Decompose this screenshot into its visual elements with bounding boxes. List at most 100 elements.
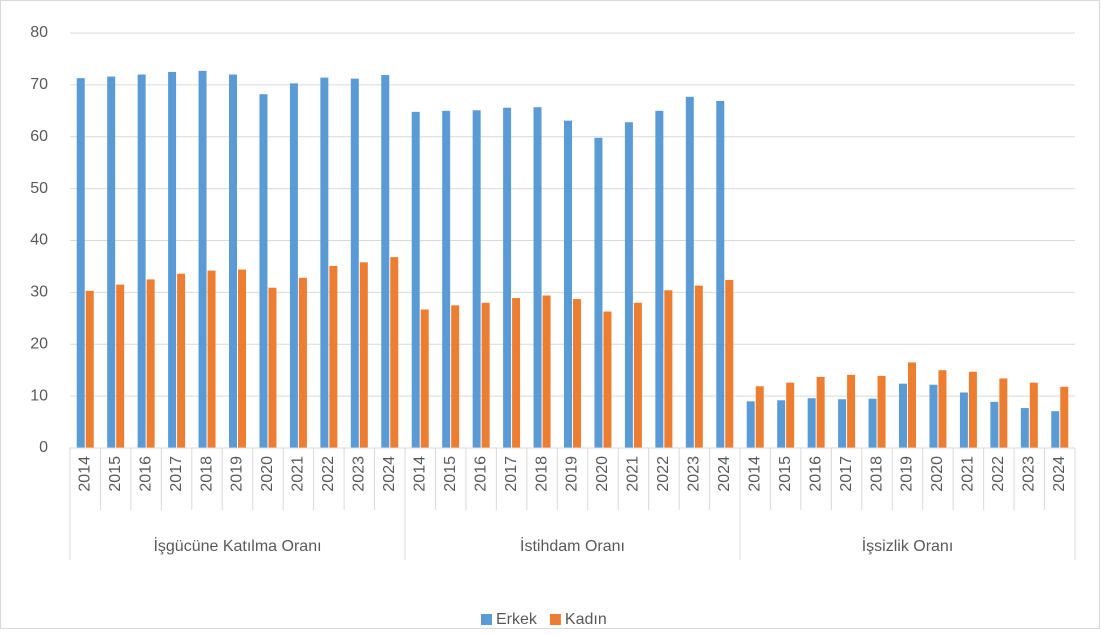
x-tick-label: 2018 <box>533 456 550 492</box>
bar <box>350 78 359 449</box>
bar <box>146 279 155 448</box>
bar <box>899 383 907 448</box>
x-tick-label: 2016 <box>472 456 489 492</box>
legend-label: Erkek <box>496 611 538 628</box>
group-label: İstihdam Oranı <box>520 536 625 555</box>
x-tick-label: 2014 <box>746 456 763 492</box>
legend-label: Kadın <box>565 611 607 628</box>
x-tick-label: 2022 <box>990 456 1007 492</box>
x-tick-label: 2015 <box>777 456 794 492</box>
x-tick-label: 2016 <box>137 456 154 492</box>
x-tick-label: 2024 <box>1051 456 1068 492</box>
x-tick-label: 2014 <box>76 456 93 492</box>
bar <box>481 302 490 448</box>
bar <box>168 71 177 448</box>
bar <box>694 285 703 448</box>
x-tick-label: 2022 <box>655 456 672 492</box>
bar <box>816 376 825 448</box>
x-tick-label: 2019 <box>564 456 581 492</box>
bar <box>633 302 642 448</box>
bar <box>390 257 399 448</box>
bar <box>838 399 847 448</box>
bar <box>503 107 512 448</box>
bar <box>320 77 329 449</box>
bar <box>472 110 481 448</box>
bar <box>999 378 1008 448</box>
x-tick-label: 2020 <box>594 456 611 492</box>
bar <box>938 370 947 448</box>
x-tick-label: 2019 <box>229 456 246 492</box>
bar <box>777 400 786 448</box>
x-tick-label: 2021 <box>625 456 642 492</box>
bar <box>847 374 856 448</box>
bar <box>573 299 581 448</box>
bar <box>908 362 916 448</box>
bar <box>877 375 886 448</box>
x-tick-label: 2015 <box>107 456 124 492</box>
bar <box>512 298 521 448</box>
bar <box>411 111 420 448</box>
bar <box>85 290 94 448</box>
bar <box>442 110 451 448</box>
bar <box>542 295 551 448</box>
bar <box>603 311 612 448</box>
legend-swatch <box>481 614 492 625</box>
x-tick-label: 2024 <box>381 456 398 492</box>
bar <box>786 382 795 448</box>
bar <box>107 76 116 448</box>
bar <box>198 70 207 449</box>
legend-swatch <box>549 614 561 625</box>
bar <box>381 75 390 449</box>
bar <box>259 94 268 449</box>
x-tick-label: 2020 <box>929 456 946 492</box>
y-tick-label: 50 <box>30 180 48 197</box>
bar <box>1029 382 1038 448</box>
bar <box>298 277 307 448</box>
bar <box>289 83 298 448</box>
x-tick-label: 2023 <box>686 456 703 492</box>
y-tick-label: 70 <box>30 76 48 93</box>
x-tick-label: 2017 <box>168 456 185 492</box>
bar <box>655 110 664 448</box>
bar <box>238 269 246 448</box>
bar <box>716 100 725 449</box>
x-tick-label: 2018 <box>868 456 885 492</box>
bar <box>929 384 938 448</box>
bar <box>533 107 542 449</box>
x-tick-label: 2014 <box>411 456 428 492</box>
bar <box>116 284 125 448</box>
bar <box>725 279 734 448</box>
bar <box>329 265 338 448</box>
bar <box>137 74 146 448</box>
x-tick-label: 2023 <box>351 456 368 492</box>
x-tick-label: 2015 <box>442 456 459 492</box>
y-tick-label: 30 <box>30 284 48 301</box>
bar <box>746 401 755 448</box>
bar <box>207 270 216 448</box>
y-tick-label: 60 <box>30 128 48 145</box>
group-label: İşgücüne Katılma Oranı <box>153 536 321 555</box>
y-tick-label: 0 <box>39 439 48 456</box>
bar <box>685 96 694 449</box>
x-tick-label: 2024 <box>716 456 733 492</box>
y-tick-label: 10 <box>30 387 48 404</box>
x-tick-label: 2017 <box>503 456 520 492</box>
y-tick-label: 40 <box>30 232 48 249</box>
bar <box>968 371 977 448</box>
bar <box>177 273 186 448</box>
bar <box>959 392 968 448</box>
group-label: İşsizlik Oranı <box>862 536 954 555</box>
bar <box>664 290 673 448</box>
bar <box>229 74 237 448</box>
bar <box>420 309 429 448</box>
bar <box>1060 386 1069 448</box>
y-tick-label: 20 <box>30 335 48 352</box>
x-tick-label: 2020 <box>259 456 276 492</box>
x-tick-label: 2022 <box>320 456 337 492</box>
x-tick-label: 2018 <box>198 456 215 492</box>
bar <box>1020 408 1029 448</box>
y-tick-label: 80 <box>30 24 48 41</box>
x-tick-label: 2019 <box>899 456 916 492</box>
x-tick-label: 2021 <box>960 456 977 492</box>
bar <box>564 120 572 448</box>
